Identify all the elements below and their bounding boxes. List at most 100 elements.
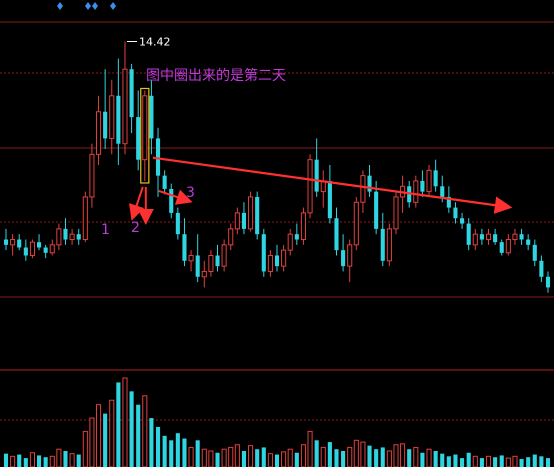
candle-body [545,276,551,288]
volume-bar [261,447,266,467]
candle [109,79,115,155]
volume-bar [215,452,220,467]
volume-bar [241,450,247,467]
volume-bar [380,447,385,467]
top-markers [57,2,116,10]
volume-bar [3,453,9,467]
candle [413,175,419,208]
volume-bar [466,452,471,467]
candle [255,191,260,240]
volume-bar [386,450,392,467]
volume-bar [307,430,313,467]
volume-bar [63,450,68,467]
volume-bar [433,450,438,467]
candle-body [56,228,62,246]
candle [334,207,339,256]
volume-bar [29,452,35,467]
candle [485,228,492,245]
volume-bar [446,456,451,467]
arrow-label: 2 [131,220,140,236]
candle-body [129,69,134,118]
candle [175,207,180,240]
candle [69,228,75,245]
diamond-marker [57,2,63,10]
candle [353,196,359,251]
volume-bar [95,404,102,467]
volume-bar [255,449,260,467]
candle-body [341,250,346,267]
candle-body [3,239,9,245]
candle [460,212,465,229]
volume-bar [89,417,95,467]
candle-body [215,255,220,267]
candle [10,234,16,256]
volume-bar [195,440,200,467]
candle-body [413,180,419,203]
candle-body [287,233,293,251]
candle [248,191,254,232]
candle [208,250,214,277]
volume-bar [43,457,48,467]
candle-body [307,159,313,214]
candle-body [228,228,234,246]
candle-body [195,255,200,277]
candle [374,180,379,235]
candle-body [89,153,95,198]
volume-bar [320,446,326,467]
candle-body [122,68,128,145]
candle-body [116,95,121,144]
candle [3,228,9,251]
candle-body [334,218,339,251]
volume-bar [188,446,194,467]
volume-bar [539,456,544,467]
volume-bar [545,458,551,467]
volume-bar [314,440,319,467]
volume-bar [287,448,293,467]
candle-body [267,254,273,272]
candle-body [314,159,319,192]
candle [43,244,48,259]
candle [82,191,88,243]
candle [188,250,194,272]
volume-bar [23,458,28,467]
volume-bar [142,395,148,467]
candle-body [472,233,478,246]
candle [347,239,353,283]
candle [519,228,524,245]
candle-body [460,218,465,224]
candle [122,41,128,155]
volume-bar [56,448,62,467]
candle [426,165,432,197]
candle-body [393,196,399,230]
candles [3,41,551,293]
candle [89,143,95,208]
candle-body [420,180,425,192]
volume-bar [267,453,273,467]
candle [95,95,102,165]
candle-body [499,242,504,253]
candle-body [136,117,141,160]
candle [307,154,313,219]
candle [400,175,406,213]
candle-body [255,196,260,235]
candle [479,228,484,245]
candle [182,218,187,267]
volume-bar [353,439,359,467]
candle-body [426,169,432,193]
candle [201,260,207,288]
volume-bar [400,443,406,467]
candle-body [512,233,518,241]
candle [241,202,247,235]
candle-body [374,191,379,229]
candle-body [300,212,306,241]
volume-bar [485,455,492,467]
candle-body [261,234,266,272]
candle [526,234,531,251]
candle [341,234,346,272]
candle-body [149,95,154,139]
volume-bar [472,455,478,467]
volume-bar [479,458,484,467]
candle [294,223,299,245]
